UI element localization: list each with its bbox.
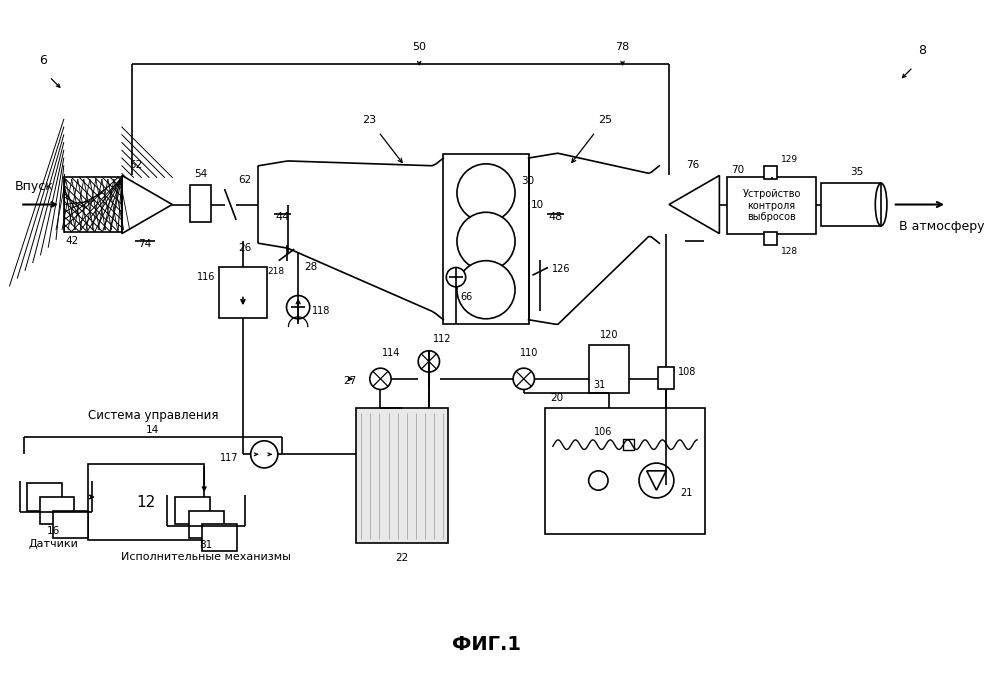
- Bar: [64, 178, 122, 232]
- Bar: [658, 367, 674, 388]
- Text: 20: 20: [549, 393, 563, 403]
- Text: 76: 76: [685, 160, 699, 169]
- Text: 28: 28: [304, 262, 318, 272]
- Text: 6: 6: [40, 54, 47, 67]
- Text: 27: 27: [344, 376, 357, 386]
- Text: 8: 8: [918, 45, 926, 58]
- Text: 120: 120: [599, 330, 618, 340]
- Text: 126: 126: [551, 264, 570, 274]
- Bar: [202, 524, 237, 552]
- Bar: [219, 268, 267, 318]
- Bar: [357, 408, 449, 543]
- Bar: [764, 232, 777, 245]
- Text: Впуск: Впуск: [14, 180, 53, 193]
- Text: В атмосферу: В атмосферу: [898, 220, 984, 233]
- Text: 54: 54: [194, 169, 207, 179]
- Text: 12: 12: [137, 495, 156, 510]
- Text: 106: 106: [594, 427, 612, 437]
- Text: 112: 112: [433, 334, 452, 344]
- Text: 78: 78: [615, 43, 629, 53]
- Text: Устройство: Устройство: [742, 189, 801, 199]
- Text: Исполнительные механизмы: Исполнительные механизмы: [121, 552, 291, 562]
- Text: 21: 21: [680, 488, 693, 498]
- Text: 23: 23: [362, 115, 376, 125]
- Text: 42: 42: [66, 237, 79, 246]
- Text: 30: 30: [520, 176, 534, 187]
- Circle shape: [513, 368, 534, 390]
- Bar: [27, 484, 62, 510]
- Text: 66: 66: [461, 292, 474, 302]
- Text: 48: 48: [548, 212, 562, 222]
- Text: 116: 116: [198, 272, 216, 283]
- Text: 117: 117: [220, 453, 238, 463]
- Text: Система управления: Система управления: [88, 410, 218, 423]
- Bar: [444, 154, 528, 324]
- Text: 81: 81: [200, 540, 213, 549]
- Text: 10: 10: [530, 200, 543, 209]
- Circle shape: [447, 268, 466, 287]
- Text: 74: 74: [139, 239, 152, 250]
- Bar: [40, 497, 75, 524]
- Circle shape: [287, 296, 310, 319]
- Circle shape: [457, 164, 515, 222]
- Text: 16: 16: [47, 526, 60, 536]
- Bar: [622, 439, 634, 451]
- Text: 62: 62: [238, 175, 252, 185]
- Circle shape: [457, 261, 515, 319]
- Text: 118: 118: [312, 306, 330, 316]
- Text: 14: 14: [146, 425, 160, 435]
- Text: 129: 129: [781, 155, 798, 164]
- Bar: [727, 178, 816, 233]
- Text: 128: 128: [781, 247, 798, 256]
- Text: 52: 52: [130, 160, 143, 169]
- Bar: [88, 464, 204, 540]
- Text: 114: 114: [383, 348, 401, 357]
- Circle shape: [588, 471, 608, 490]
- Circle shape: [370, 368, 391, 390]
- Text: ФИГ.1: ФИГ.1: [452, 635, 520, 654]
- Bar: [190, 185, 211, 222]
- Text: 26: 26: [238, 243, 252, 253]
- Bar: [588, 345, 629, 393]
- Text: 70: 70: [731, 165, 744, 176]
- Bar: [53, 510, 88, 538]
- Bar: [175, 497, 210, 524]
- Text: 218: 218: [267, 268, 285, 276]
- Text: выбросов: выбросов: [747, 212, 796, 222]
- Text: 108: 108: [677, 367, 696, 377]
- Text: 25: 25: [598, 115, 612, 125]
- Bar: [764, 166, 777, 179]
- Bar: [545, 408, 705, 534]
- Circle shape: [457, 212, 515, 270]
- Circle shape: [639, 463, 674, 498]
- Circle shape: [251, 441, 278, 468]
- Text: контроля: контроля: [747, 200, 796, 211]
- Text: 44: 44: [276, 212, 290, 222]
- Bar: [189, 510, 224, 538]
- Text: Датчики: Датчики: [28, 539, 78, 549]
- Text: 35: 35: [850, 167, 863, 178]
- Text: 22: 22: [396, 553, 409, 563]
- Bar: [64, 178, 122, 232]
- Circle shape: [419, 351, 440, 372]
- Text: 50: 50: [413, 43, 427, 53]
- Text: 31: 31: [592, 381, 605, 390]
- Bar: [821, 183, 881, 226]
- Text: 110: 110: [519, 348, 538, 357]
